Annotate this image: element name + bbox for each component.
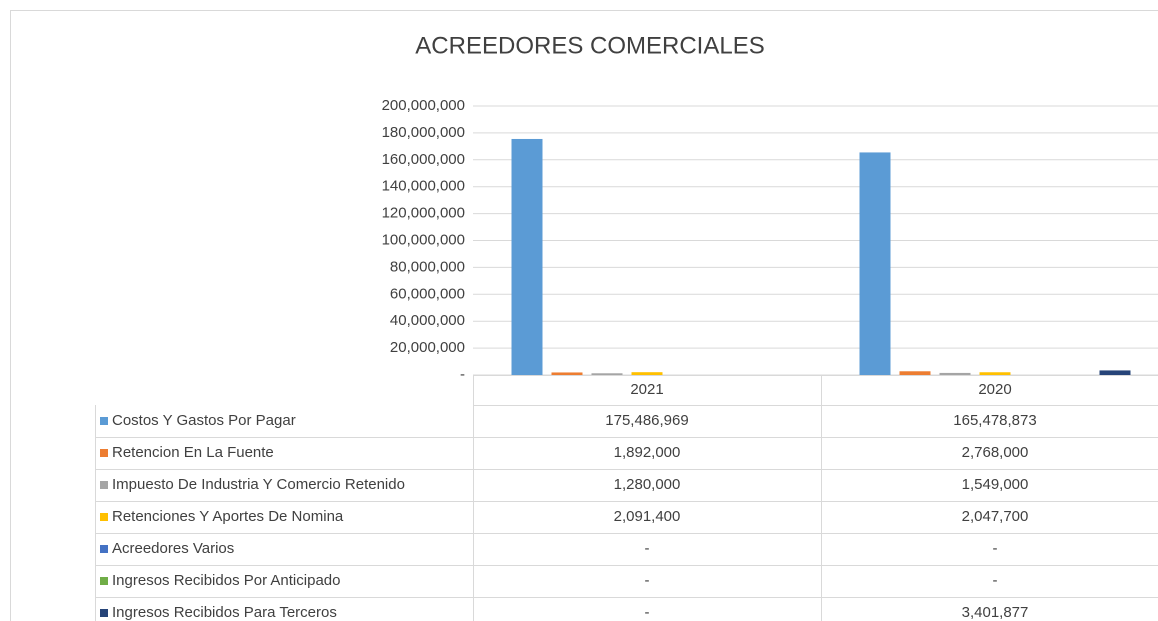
legend-key [100,513,108,521]
bar [1099,370,1131,375]
data-label: 2,768,000 [962,444,1029,461]
data-label: - [645,572,650,589]
legend-label: Retenciones Y Aportes De Nomina [112,508,344,525]
data-label: - [645,604,650,621]
legend-label: Retencion En La Fuente [112,444,274,461]
legend-key [100,417,108,425]
legend-key [100,449,108,457]
data-label: 2,047,700 [962,508,1029,525]
legend-label: Impuesto De Industria Y Comercio Retenid… [112,476,405,493]
legend-label: Acreedores Varios [112,540,234,557]
y-tick-label: 80,000,000 [390,258,465,275]
bar [859,152,891,375]
data-label: - [993,572,998,589]
legend-key [100,481,108,489]
y-tick-label: - [460,366,465,383]
data-label: 1,280,000 [614,476,681,493]
data-label: 1,892,000 [614,444,681,461]
y-tick-label: 20,000,000 [390,339,465,356]
bar [979,372,1011,375]
y-tick-label: 120,000,000 [382,205,465,222]
legend-key [100,545,108,553]
y-tick-label: 180,000,000 [382,124,465,141]
legend-label: Ingresos Recibidos Por Anticipado [112,572,340,589]
data-label: - [645,540,650,557]
bar [591,373,623,375]
data-label: 3,401,877 [962,604,1029,621]
data-label: 165,478,873 [953,412,1036,429]
y-tick-label: 40,000,000 [390,312,465,329]
x-tick-label: 2020 [978,381,1011,398]
bar [939,372,971,375]
y-tick-label: 60,000,000 [390,285,465,302]
data-label: - [993,540,998,557]
legend-key [100,609,108,617]
y-tick-label: 100,000,000 [382,231,465,248]
legend-label: Costos Y Gastos Por Pagar [112,412,296,429]
y-tick-label: 160,000,000 [382,151,465,168]
data-label: 175,486,969 [605,412,688,429]
data-label: 1,549,000 [962,476,1029,493]
y-tick-label: 200,000,000 [382,97,465,114]
bar [511,138,543,375]
legend-key [100,577,108,585]
bar [551,372,583,375]
legend-label: Ingresos Recibidos Para Terceros [112,604,337,621]
bar [899,371,931,375]
y-tick-label: 140,000,000 [382,178,465,195]
data-label: 2,091,400 [614,508,681,525]
chart-title: ACREEDORES COMERCIALES [415,32,764,59]
bar [631,372,663,375]
chart-area [10,10,1158,621]
x-tick-label: 2021 [630,381,663,398]
